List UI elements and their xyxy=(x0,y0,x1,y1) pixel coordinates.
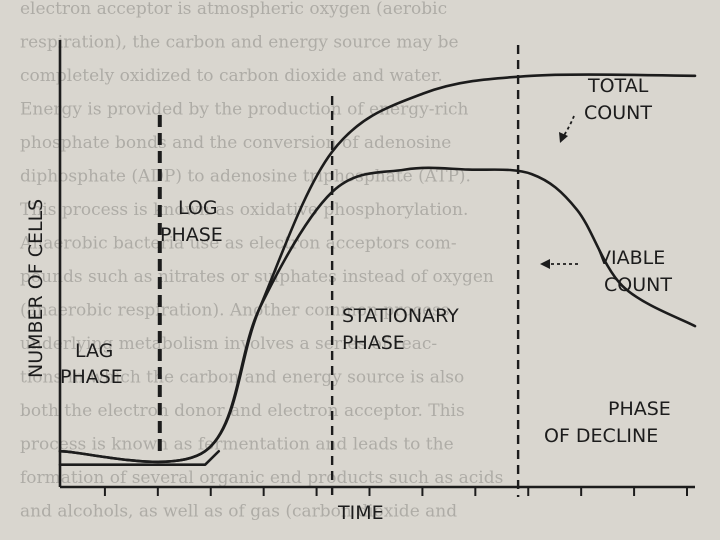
background-text-line: pounds such as nitrates or sulphates ins… xyxy=(20,267,494,287)
background-text-line: respiration), the carbon and energy sour… xyxy=(20,33,459,53)
background-text-line: diphosphate (ADP) to adenosine triphosph… xyxy=(20,167,471,187)
background-print-text: electron acceptor is atmospheric oxygen … xyxy=(19,0,503,522)
background-text-line: tions in which the carbon and energy sou… xyxy=(20,368,464,388)
stationary-label-line1: STATIONARY xyxy=(342,305,459,327)
lag-phase-lower-line xyxy=(58,449,221,466)
background-text-line: (anaerobic respiration). Another common … xyxy=(20,301,450,321)
lag-label-line1: LAG xyxy=(75,340,113,362)
series-lines xyxy=(58,73,697,466)
decline-label-line2: OF DECLINE xyxy=(544,425,658,447)
viable-count-arrowhead xyxy=(540,259,550,269)
lag-label-line2: PHASE xyxy=(60,366,123,388)
axes xyxy=(58,40,695,496)
phase-boundaries xyxy=(157,45,520,497)
x-axis-label: TIME xyxy=(337,502,384,524)
stationary-label-line2: PHASE xyxy=(342,332,405,354)
background-text-line: Energy is provided by the production of … xyxy=(20,100,469,120)
decline-label-line1: PHASE xyxy=(608,398,671,420)
log-label-line1: LOG xyxy=(178,197,218,219)
background-text-line: and alcohols, as well as of gas (carbon … xyxy=(20,502,457,522)
background-text-line: phosphate bonds and the conversion of ad… xyxy=(20,133,451,153)
y-axis-label: NUMBER OF CELLS xyxy=(25,199,47,378)
background-text-line: both the electron donor and electron acc… xyxy=(20,401,465,421)
background-text-line: electron acceptor is atmospheric oxygen … xyxy=(20,0,447,19)
axis-labels: NUMBER OF CELLS TIME xyxy=(25,199,384,524)
background-text-line: completely oxidized to carbon dioxide an… xyxy=(20,66,443,86)
total-count-arrowhead xyxy=(559,132,568,143)
pointer-arrows xyxy=(540,115,578,269)
total-count-label-line2: COUNT xyxy=(584,102,652,124)
total-count-arrow xyxy=(562,115,575,138)
background-text-line: Anaerobic bacteria use as electron accep… xyxy=(19,234,457,254)
total-count-label-line1: TOTAL xyxy=(587,75,649,97)
phase-annotations: LAG PHASE LOG PHASE STATIONARY PHASE PHA… xyxy=(60,75,672,447)
background-text-line: This process is known as oxidative phosp… xyxy=(20,200,468,220)
background-text-line: process is known as fermentation and lea… xyxy=(20,435,454,455)
background-text-line: formation of several organic end product… xyxy=(20,468,503,488)
viable-count-label-line1: VIABLE xyxy=(598,247,665,269)
x-axis-ticks xyxy=(103,487,688,496)
viable-count-line xyxy=(58,166,697,464)
viable-count-label-line2: COUNT xyxy=(604,274,672,296)
log-label-line2: PHASE xyxy=(160,224,223,246)
